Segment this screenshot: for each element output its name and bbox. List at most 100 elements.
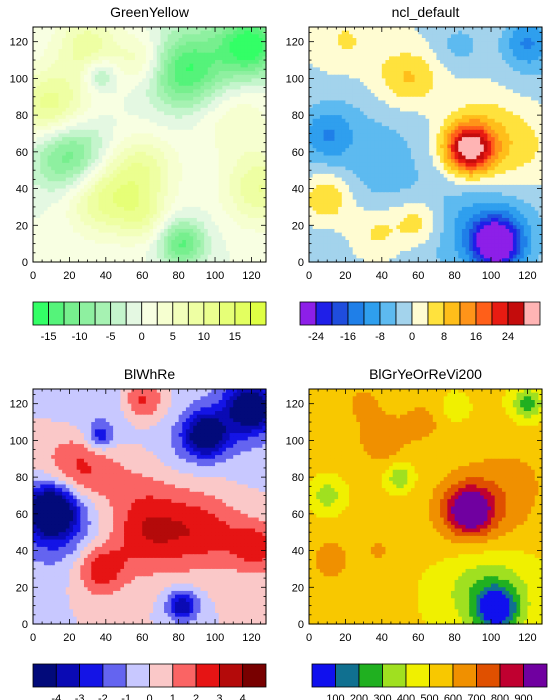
contour-cell (33, 133, 38, 138)
contour-cell (215, 225, 220, 230)
contour-cell (182, 71, 187, 76)
contour-cell (244, 225, 249, 230)
contour-cell (189, 250, 194, 256)
contour-cell (127, 170, 132, 175)
contour-cell (58, 71, 63, 76)
contour-cell (65, 78, 71, 83)
contour-cell (182, 254, 187, 259)
contour-cell (211, 100, 216, 105)
contour-cell (58, 96, 63, 102)
contour-cell (262, 34, 267, 39)
contour-cell (447, 49, 452, 54)
contour-cell (262, 41, 267, 46)
contour-cell (87, 214, 92, 219)
contour-cell (73, 129, 78, 135)
contour-cell (105, 206, 111, 212)
contour-cell (207, 192, 212, 197)
contour-cell (222, 214, 227, 219)
contour-cell (51, 221, 56, 226)
contour-cell (233, 210, 238, 215)
contour-cell (262, 93, 267, 98)
contour-cell (178, 96, 183, 102)
contour-cell (160, 254, 165, 259)
contour-cell (178, 254, 183, 259)
contour-cell (174, 217, 180, 223)
contour-cell (251, 210, 256, 215)
contour-cell (233, 104, 238, 109)
contour-cell (215, 34, 220, 39)
contour-cell (167, 118, 172, 124)
contour-cell (91, 184, 96, 190)
contour-cell (531, 56, 536, 61)
contour-cell (43, 225, 49, 230)
colorbar-label: 15 (229, 331, 241, 343)
contour-cell (160, 166, 165, 171)
contour-cell (102, 247, 107, 252)
contour-cell (142, 159, 147, 164)
contour-cell (414, 67, 419, 72)
contour-cell (167, 192, 172, 197)
contour-cell (255, 203, 260, 208)
contour-cell (127, 63, 132, 68)
contour-cell (370, 34, 376, 39)
contour-cell (47, 181, 52, 186)
contour-cell (83, 93, 89, 98)
contour-cell (436, 63, 441, 68)
contour-cell (218, 199, 223, 204)
contour-cell (62, 63, 67, 68)
contour-cell (116, 41, 121, 46)
contour-cell (116, 96, 121, 102)
contour-cell (218, 52, 223, 57)
contour-cell (138, 85, 143, 91)
contour-cell (236, 162, 242, 168)
contour-cell (370, 41, 376, 46)
contour-cell (211, 71, 216, 76)
contour-cell (218, 93, 223, 98)
contour-cell (316, 56, 321, 61)
contour-cell (98, 254, 103, 259)
contour-cell (200, 159, 205, 164)
contour-cell (51, 74, 56, 79)
contour-cell (113, 184, 118, 190)
contour-cell (40, 93, 45, 98)
contour-cell (494, 56, 499, 61)
contour-cell (327, 56, 332, 61)
contour-cell (33, 52, 38, 57)
contour-cell (174, 173, 180, 179)
contour-cell (255, 155, 260, 160)
contour-cell (124, 85, 129, 91)
contour-cell (153, 140, 158, 146)
contour-cell (91, 144, 96, 149)
contour-cell (83, 228, 89, 234)
contour-cell (98, 140, 103, 146)
contour-cell (76, 177, 81, 182)
contour-cell (432, 49, 438, 54)
contour-cell (134, 100, 140, 105)
contour-cell (145, 177, 151, 182)
contour-cell (131, 170, 136, 175)
contour-cell (98, 225, 103, 230)
contour-cell (225, 166, 231, 171)
contour-cell (240, 63, 245, 68)
contour-cell (472, 27, 478, 32)
contour-cell (509, 63, 514, 68)
contour-cell (40, 206, 45, 212)
contour-cell (167, 133, 172, 138)
contour-cell (483, 63, 488, 68)
contour-cell (138, 247, 143, 252)
contour-cell (171, 210, 176, 215)
contour-cell (160, 203, 165, 208)
contour-cell (94, 56, 100, 61)
contour-cell (516, 38, 521, 43)
contour-cell (36, 206, 41, 212)
contour-cell (113, 188, 118, 193)
contour-cell (204, 173, 209, 179)
contour-cell (134, 159, 140, 164)
contour-cell (83, 195, 89, 201)
contour-cell (215, 199, 220, 204)
contour-cell (76, 159, 81, 164)
contour-cell (182, 118, 187, 124)
contour-cell (174, 206, 180, 212)
contour-cell (47, 115, 52, 120)
contour-cell (131, 30, 136, 35)
